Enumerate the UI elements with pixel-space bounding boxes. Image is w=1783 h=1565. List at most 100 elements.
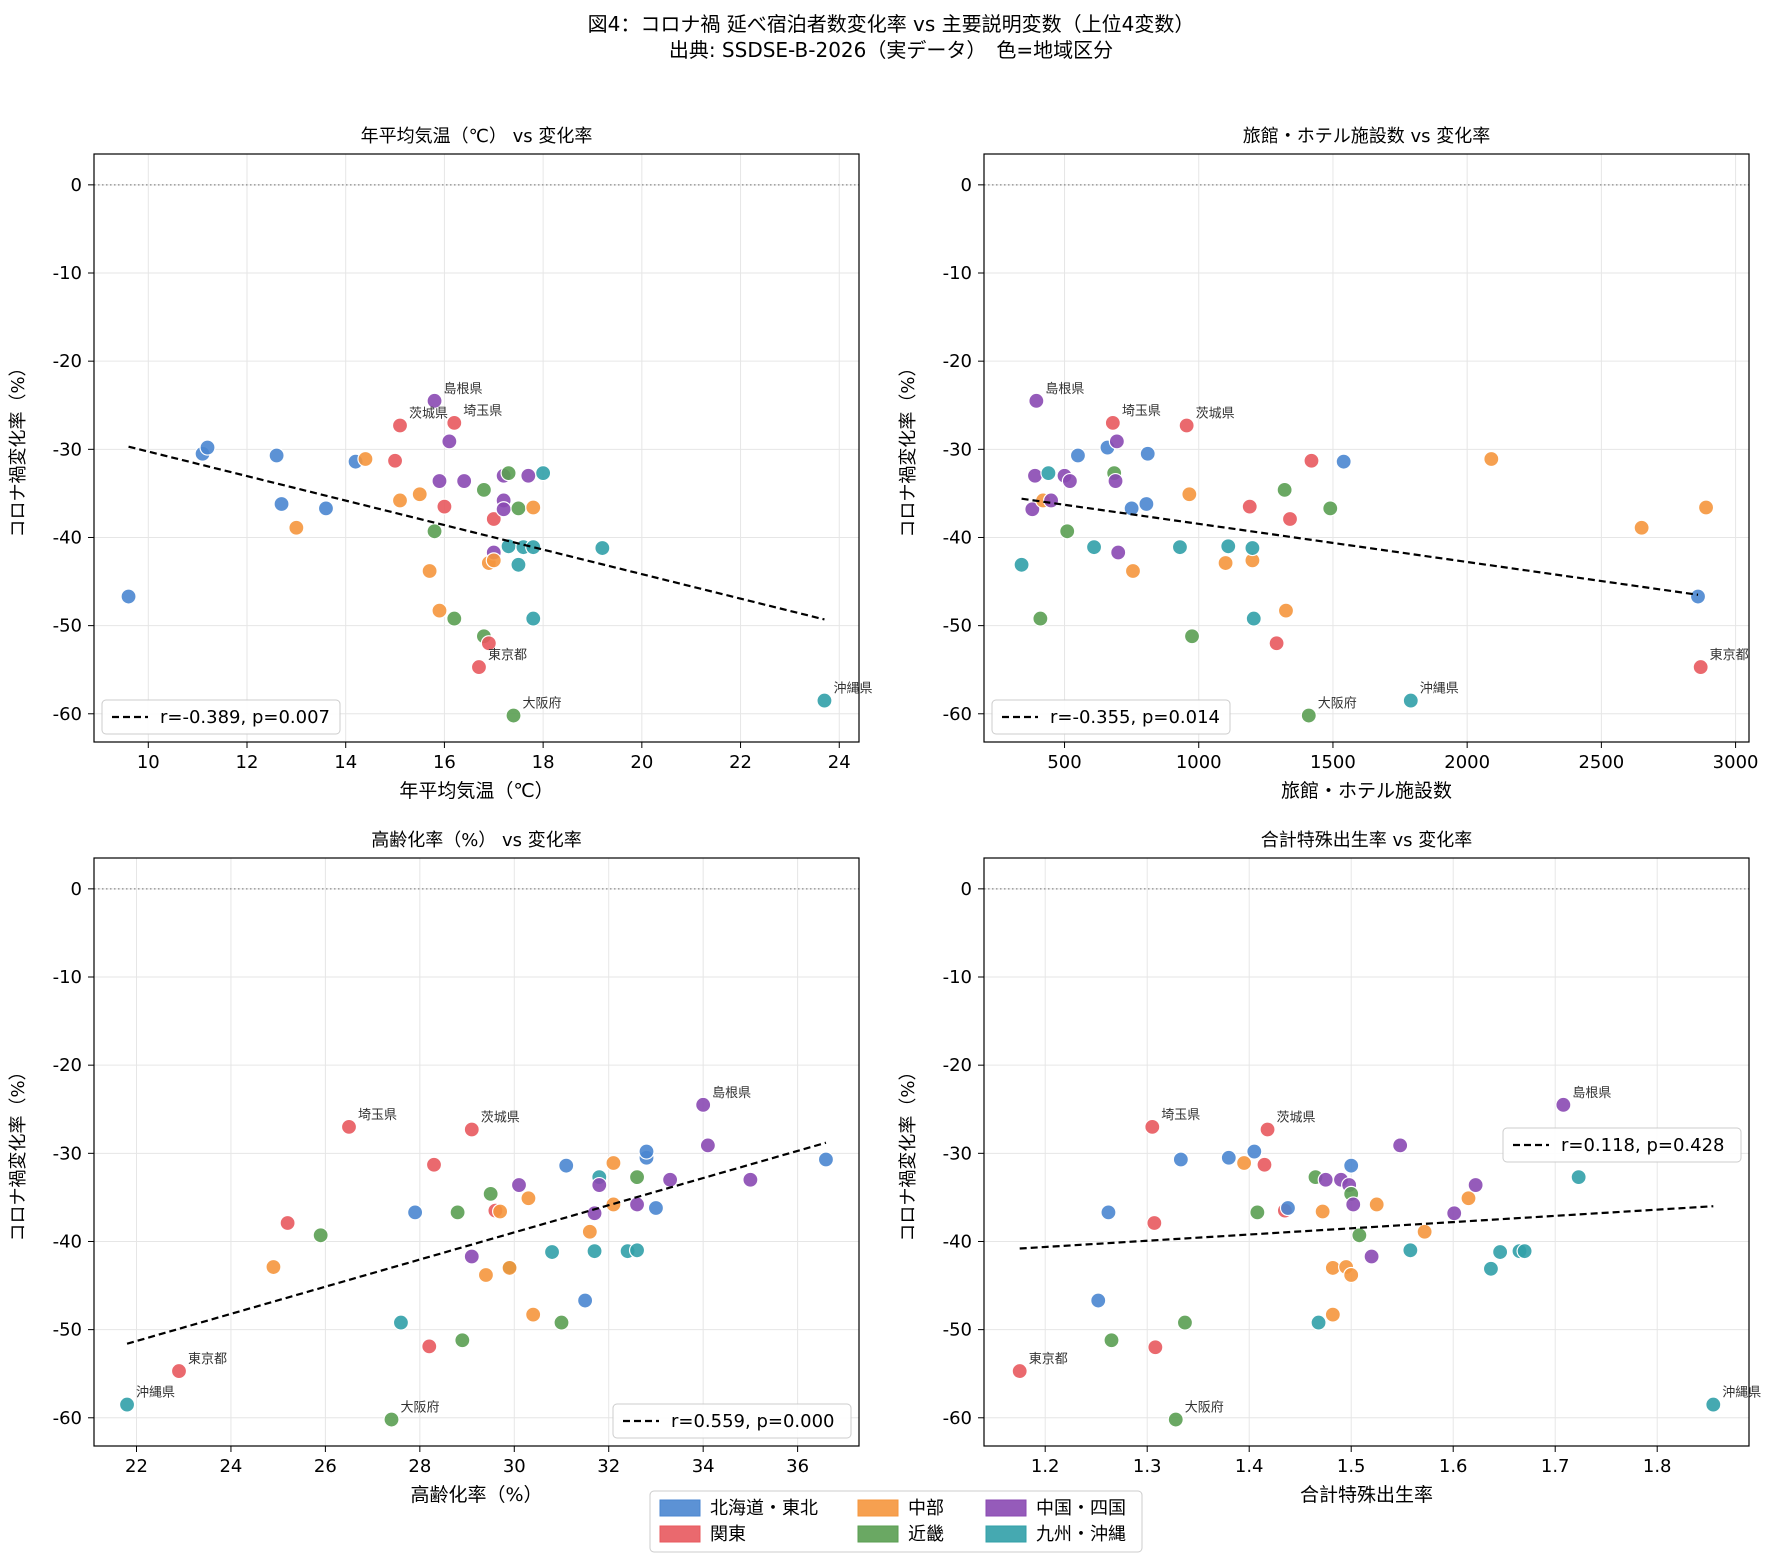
x-tick-label: 32 <box>597 1456 620 1477</box>
data-point <box>425 1156 443 1173</box>
plot-frame <box>93 153 860 743</box>
point-label: 茨城県 <box>409 407 448 422</box>
data-point <box>505 707 522 724</box>
data-point <box>1492 1243 1509 1261</box>
data-point <box>1300 707 1317 724</box>
data-point <box>279 1214 296 1232</box>
data-point <box>525 499 542 516</box>
data-point <box>273 495 290 513</box>
scatter-points <box>1013 392 1715 724</box>
data-point <box>1268 635 1285 652</box>
data-point <box>594 539 611 557</box>
grid <box>984 154 1749 742</box>
x-axis-label: 年平均気温（℃） <box>399 780 553 802</box>
data-point <box>1555 1096 1572 1113</box>
grid <box>94 154 859 742</box>
data-point <box>1416 1223 1433 1240</box>
y-tick-label: -50 <box>943 1320 972 1341</box>
data-point <box>1061 472 1078 490</box>
y-tick-label: 0 <box>71 879 82 900</box>
chart-panel-3: 22 24 26 28 30 32 34 36 0 -10 -20 -30 -40 -50 -60 沖縄県 東京… <box>8 830 860 1506</box>
data-point <box>1460 1190 1477 1207</box>
data-point <box>485 510 502 528</box>
y-tick-label: -10 <box>53 263 82 284</box>
y-tick-label: -60 <box>943 1408 972 1429</box>
data-point <box>441 433 458 450</box>
plot-area <box>94 154 859 742</box>
data-point <box>1516 1243 1533 1260</box>
y-tick-label: 0 <box>961 879 972 900</box>
data-point <box>1217 554 1234 572</box>
point-label: 沖縄県 <box>1722 1386 1761 1401</box>
data-point <box>1172 1151 1189 1168</box>
point-label: 茨城県 <box>1277 1111 1316 1126</box>
scatter-points <box>120 392 833 724</box>
y-tick-label: -20 <box>943 1055 972 1076</box>
data-point <box>1104 414 1121 431</box>
data-point <box>1123 500 1140 517</box>
plot-area <box>94 858 859 1446</box>
point-label: 大阪府 <box>523 697 562 712</box>
y-tick-label: -40 <box>53 527 82 548</box>
data-point <box>520 1190 537 1207</box>
data-point <box>1110 544 1127 561</box>
data-point <box>1697 499 1715 516</box>
data-point <box>1024 501 1041 518</box>
data-point <box>1317 1171 1334 1188</box>
point-label: 沖縄県 <box>1420 682 1459 697</box>
legend-swatch <box>659 1499 701 1517</box>
data-point <box>1100 1204 1117 1221</box>
y-tick-label: -20 <box>943 351 972 372</box>
data-point <box>1705 1396 1722 1413</box>
data-point <box>742 1171 759 1188</box>
fit-legend-label: r=-0.389, p=0.007 <box>160 707 330 728</box>
fit-legend: r=-0.355, p=0.014 <box>991 699 1231 735</box>
data-point <box>1246 1143 1263 1160</box>
data-point <box>1139 445 1156 462</box>
data-point <box>1167 1411 1184 1428</box>
y-axis-label: コロナ禍変化率（%） <box>898 1062 919 1241</box>
y-tick-label: -50 <box>53 616 82 637</box>
data-point <box>426 392 443 409</box>
regression-line <box>1019 1205 1714 1250</box>
y-tick-label: -30 <box>943 1143 972 1164</box>
fit-legend-box <box>991 699 1231 735</box>
data-point <box>510 556 527 573</box>
data-point <box>1363 1248 1380 1265</box>
data-point <box>436 498 453 515</box>
data-point <box>391 492 409 509</box>
data-point <box>475 481 493 498</box>
data-point <box>386 452 404 469</box>
data-point <box>543 1243 561 1261</box>
data-point <box>1303 452 1320 469</box>
legend-label: 関東 <box>710 1524 746 1545</box>
data-point <box>383 1411 400 1428</box>
fit-legend-box <box>1502 1127 1742 1163</box>
chart-title: 高齢化率（%） vs 変化率 <box>371 830 582 851</box>
data-point <box>1026 467 1044 484</box>
y-tick-label: -60 <box>53 1408 82 1429</box>
data-point <box>553 1314 570 1331</box>
point-label: 埼玉県 <box>463 404 502 419</box>
data-point <box>392 1314 410 1331</box>
data-point <box>1351 1227 1368 1244</box>
data-point <box>510 500 527 517</box>
data-point <box>1085 539 1103 556</box>
data-point <box>470 658 488 676</box>
x-tick-label: 10 <box>137 752 160 773</box>
data-point <box>510 1176 528 1194</box>
data-point <box>1467 1176 1484 1194</box>
data-point <box>662 1171 679 1188</box>
data-point <box>446 414 463 431</box>
data-point <box>817 1151 835 1168</box>
data-point <box>456 472 473 490</box>
fit-legend-label: r=0.559, p=0.000 <box>671 1411 835 1432</box>
point-label: 埼玉県 <box>1161 1108 1200 1123</box>
grid <box>94 858 859 1446</box>
data-point <box>492 1203 509 1220</box>
x-tick-label: 16 <box>433 752 456 773</box>
data-point <box>288 519 305 536</box>
data-point <box>500 465 517 482</box>
point-label: 島根県 <box>1572 1086 1611 1101</box>
